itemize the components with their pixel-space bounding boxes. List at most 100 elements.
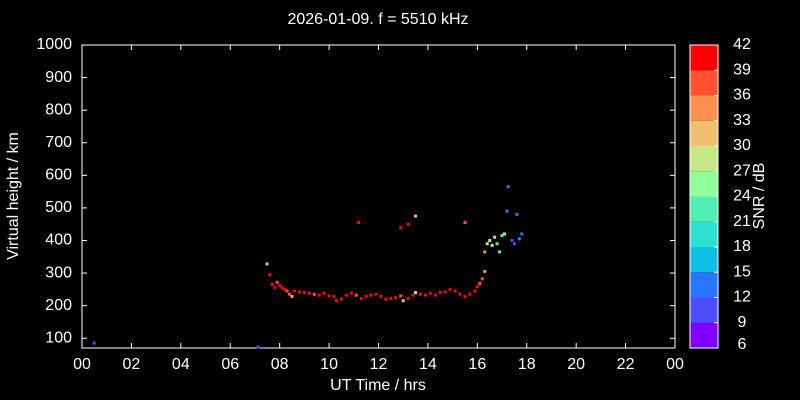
colorbar-tick-label: 9 xyxy=(738,314,747,331)
x-tick-label: 00 xyxy=(73,356,91,373)
point xyxy=(349,291,353,295)
point xyxy=(503,232,507,236)
point xyxy=(265,262,269,266)
point xyxy=(428,291,432,295)
point xyxy=(256,345,260,349)
point xyxy=(344,293,348,297)
y-tick-label: 100 xyxy=(45,329,72,346)
point xyxy=(448,287,452,291)
point xyxy=(389,296,393,300)
colorbar-label: SNR / dB xyxy=(751,163,768,230)
point xyxy=(463,221,467,225)
point xyxy=(483,250,487,254)
x-tick-label: 06 xyxy=(221,356,239,373)
point xyxy=(488,238,492,242)
point xyxy=(357,221,361,225)
colorbar-bin xyxy=(690,45,718,71)
point xyxy=(495,242,499,246)
point xyxy=(273,286,277,290)
point xyxy=(419,292,423,296)
point xyxy=(490,243,494,247)
point xyxy=(288,292,292,296)
colorbar-tick-label: 21 xyxy=(733,213,751,230)
y-tick-label: 600 xyxy=(45,167,72,184)
colorbar-bin xyxy=(690,272,718,298)
colorbar-tick-label: 33 xyxy=(733,112,751,129)
colorbar-bin xyxy=(690,146,718,172)
point xyxy=(517,237,521,241)
point xyxy=(473,289,477,293)
point xyxy=(379,295,383,299)
point xyxy=(268,273,272,277)
point xyxy=(423,293,427,297)
point xyxy=(506,185,510,189)
point xyxy=(297,290,301,294)
point xyxy=(364,295,368,299)
x-tick-label: 20 xyxy=(567,356,585,373)
x-tick-label: 18 xyxy=(518,356,536,373)
point xyxy=(433,293,437,297)
x-tick-label: 22 xyxy=(617,356,635,373)
point xyxy=(485,242,489,246)
point xyxy=(478,281,482,285)
point xyxy=(500,234,504,238)
point xyxy=(520,232,524,236)
y-tick-label: 500 xyxy=(45,199,72,216)
y-tick-label: 400 xyxy=(45,232,72,249)
chart-title: 2026-01-09. f = 5510 kHz xyxy=(287,11,468,28)
point xyxy=(317,293,321,297)
y-axis-label: Virtual height / km xyxy=(5,132,22,260)
point xyxy=(483,269,487,273)
colorbar-tick-label: 24 xyxy=(733,188,751,205)
x-tick-label: 16 xyxy=(468,356,486,373)
point xyxy=(406,222,410,226)
colorbar-bin xyxy=(690,196,718,222)
colorbar-bin xyxy=(690,221,718,247)
colorbar-tick-label: 6 xyxy=(738,336,747,353)
colorbar-bin xyxy=(690,95,718,121)
point xyxy=(475,285,479,289)
colorbar-tick-label: 30 xyxy=(733,137,751,154)
point xyxy=(369,293,373,297)
point xyxy=(468,292,472,296)
point xyxy=(270,282,274,286)
point xyxy=(302,291,306,295)
point xyxy=(307,291,311,295)
colorbar-bin xyxy=(690,322,718,348)
point xyxy=(292,289,296,293)
point xyxy=(339,297,343,301)
point xyxy=(327,294,331,298)
point xyxy=(283,287,287,291)
point xyxy=(399,294,403,298)
point xyxy=(92,341,96,345)
colorbar-tick-label: 12 xyxy=(733,289,751,306)
colorbar-tick-label: 42 xyxy=(733,36,751,53)
colorbar-bin xyxy=(690,120,718,146)
colorbar-bin xyxy=(690,247,718,273)
colorbar-tick-label: 39 xyxy=(733,61,751,78)
y-tick-label: 200 xyxy=(45,297,72,314)
point xyxy=(384,297,388,301)
point xyxy=(458,292,462,296)
point xyxy=(443,290,447,294)
point xyxy=(505,209,509,213)
point xyxy=(285,289,289,293)
point xyxy=(414,214,418,218)
y-tick-label: 800 xyxy=(45,101,72,118)
y-tick-label: 700 xyxy=(45,134,72,151)
point xyxy=(359,296,363,300)
x-tick-label: 00 xyxy=(666,356,684,373)
point xyxy=(394,296,398,299)
point xyxy=(438,291,442,295)
point xyxy=(374,292,378,296)
point xyxy=(480,277,484,281)
point xyxy=(510,238,514,242)
point xyxy=(463,295,467,299)
colorbar-bin xyxy=(690,171,718,197)
colorbar-tick-label: 18 xyxy=(733,238,751,255)
point xyxy=(322,291,326,295)
x-tick-label: 14 xyxy=(419,356,437,373)
point xyxy=(411,293,415,297)
point xyxy=(334,299,338,303)
